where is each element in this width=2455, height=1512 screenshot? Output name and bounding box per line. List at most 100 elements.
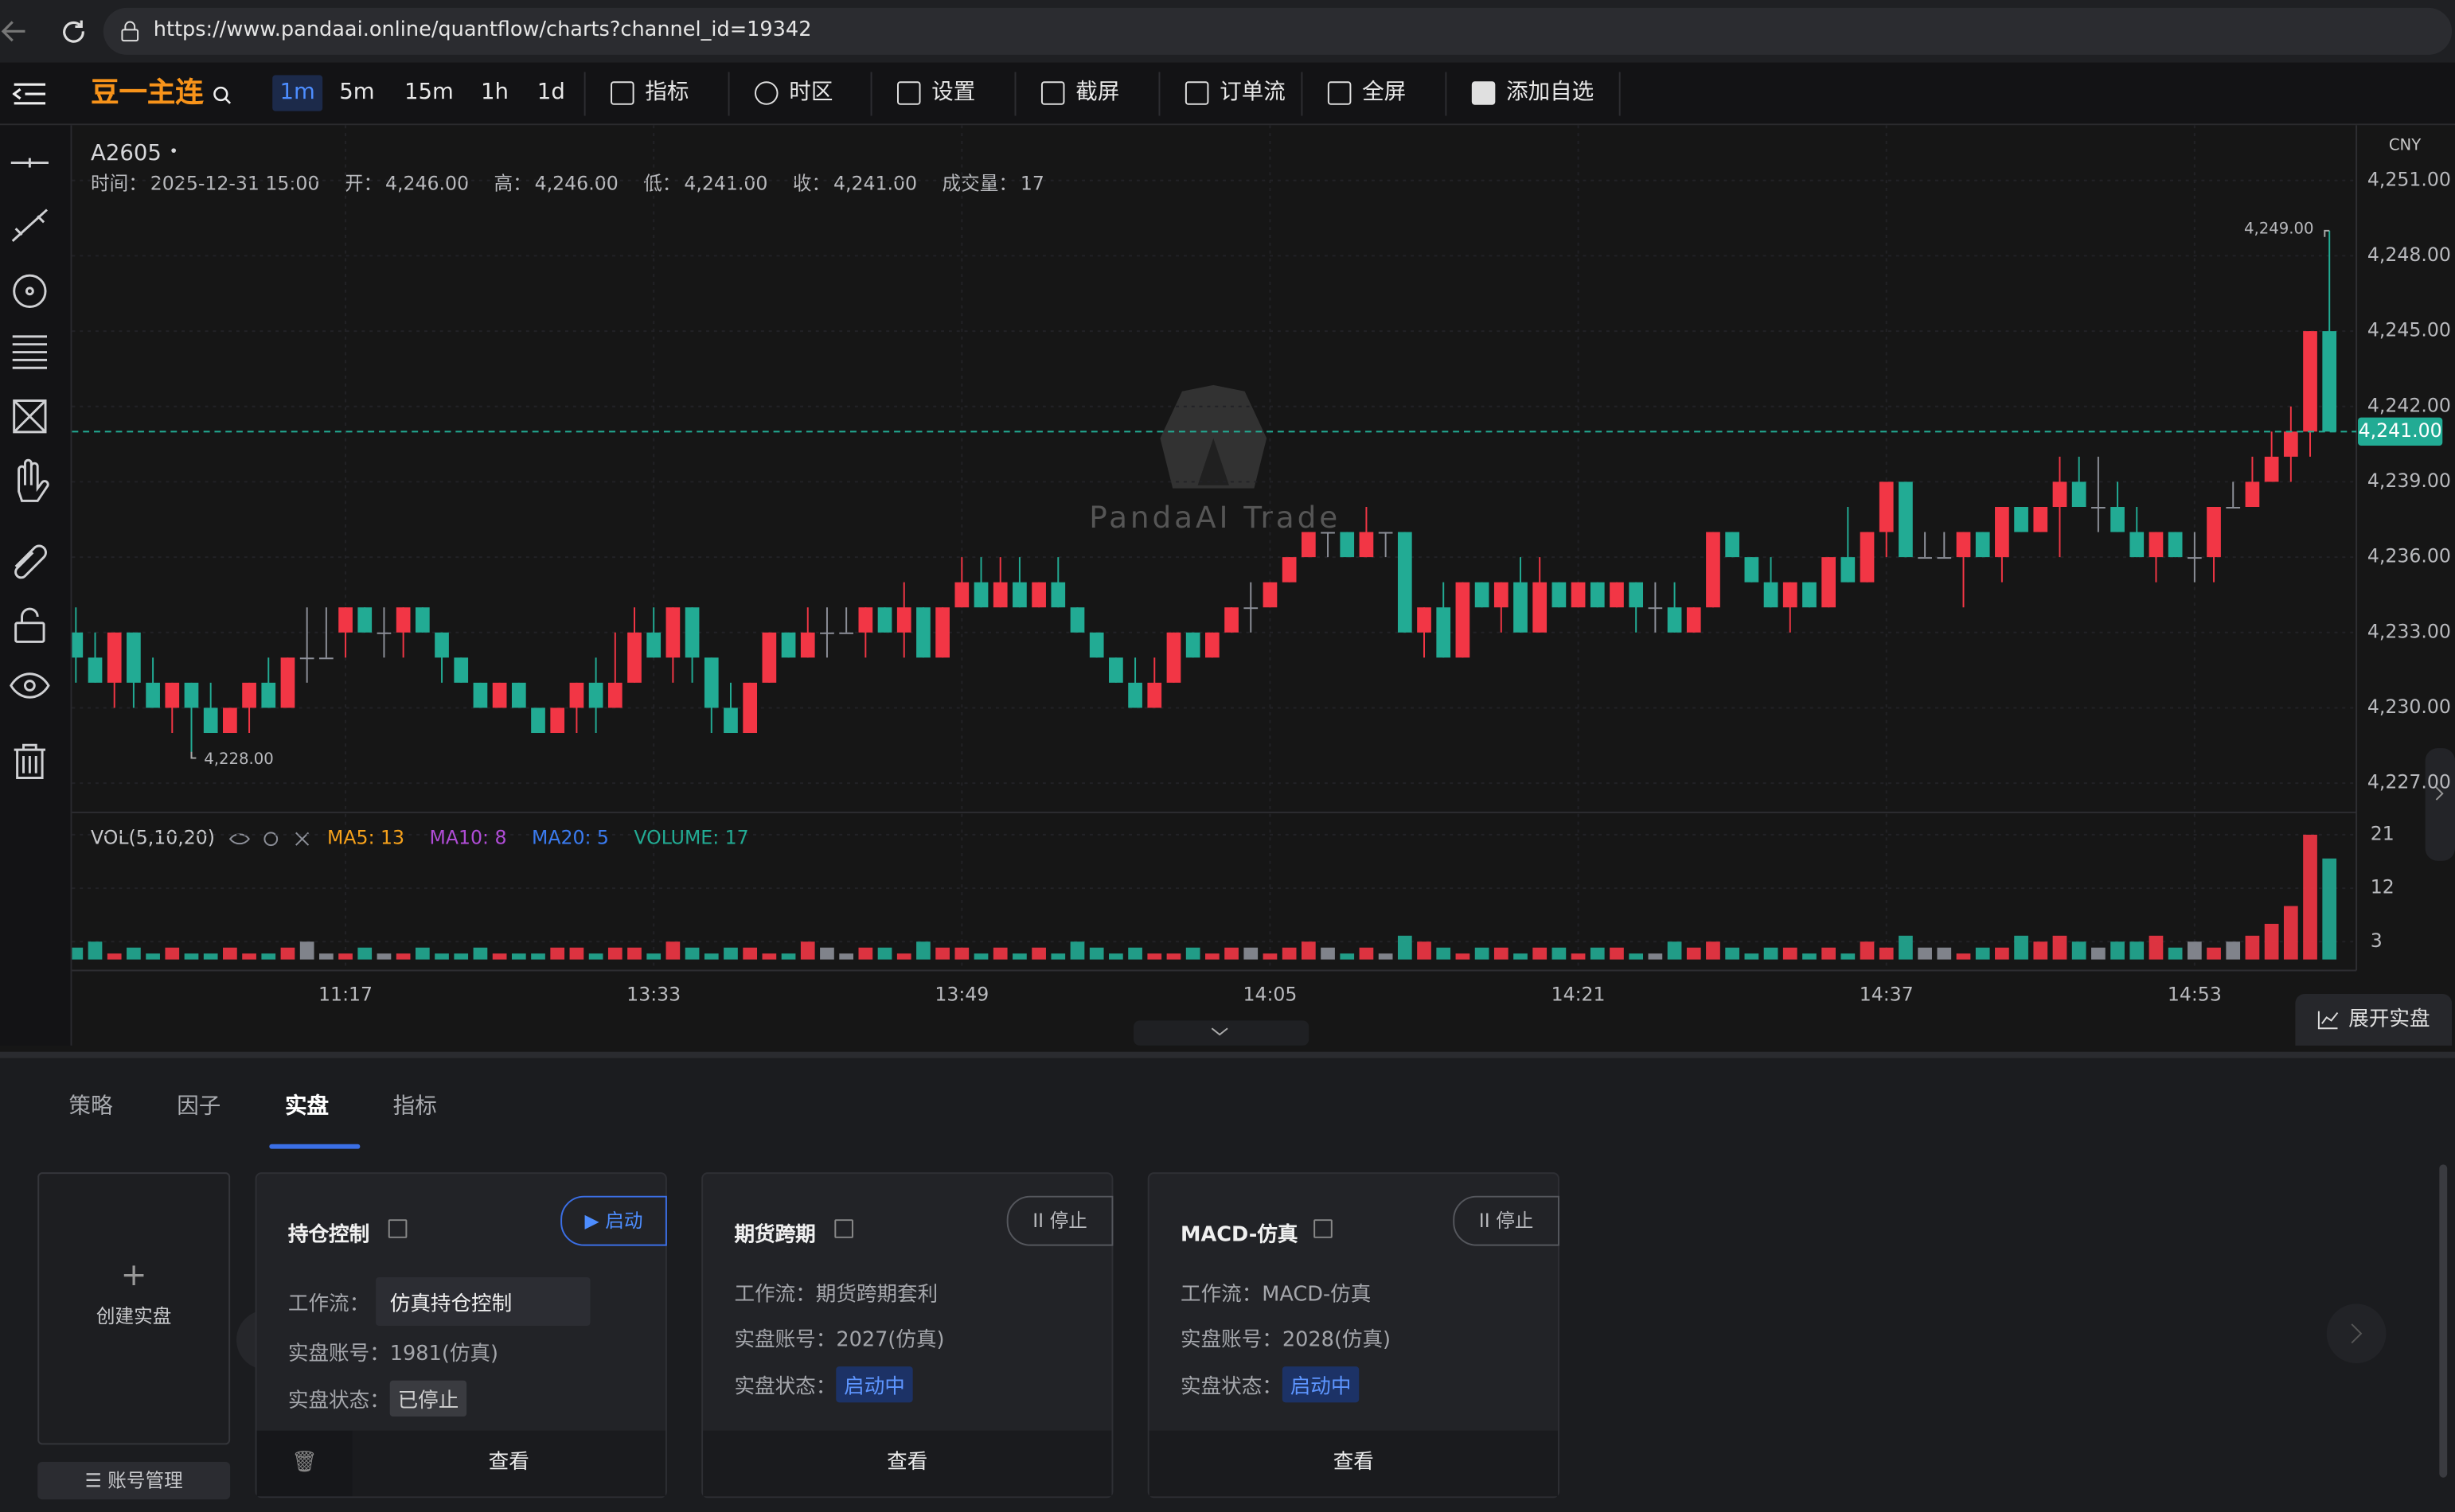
interval[interactable]: 1m <box>272 75 323 111</box>
volume-bar <box>1956 953 1971 960</box>
volume-bar <box>1243 947 1259 960</box>
candle-body <box>896 607 911 633</box>
info-value: 2025-12-31 15:00 <box>150 173 320 195</box>
volume-bar <box>1128 947 1142 960</box>
volume-bar <box>1532 947 1548 960</box>
tab[interactable]: 指标 <box>392 1093 437 1120</box>
url: https://www.pandaai.online/quantflow/cha… <box>153 18 812 43</box>
candle-body <box>2071 481 2086 508</box>
tab[interactable]: 策略 <box>68 1093 113 1120</box>
last-price-box <box>2358 417 2443 446</box>
candle-body <box>1802 582 1817 608</box>
toolbar-button[interactable]: 全屏 <box>1362 80 1407 105</box>
account-button[interactable]: ☰ 账号管理 <box>37 1462 231 1500</box>
volume-bar <box>1918 947 1932 960</box>
url-bar[interactable]: https://www.pandaai.online/quantflow/cha… <box>103 7 2453 55</box>
volume-bar <box>1263 953 1278 960</box>
right-handle[interactable] <box>2425 748 2455 861</box>
tool-icons <box>10 158 50 780</box>
volume-bar <box>1513 953 1528 960</box>
low-marker-line <box>190 751 197 759</box>
tab[interactable]: 因子 <box>177 1093 221 1120</box>
toolbar-button[interactable]: 时区 <box>789 80 833 105</box>
volume-bar <box>935 947 950 960</box>
expand-button[interactable]: 展开实盘 <box>2295 993 2453 1046</box>
toolbar-button[interactable]: 添加自选 <box>1506 80 1594 105</box>
candle-body <box>1301 532 1316 558</box>
button-icon <box>611 81 634 105</box>
card-row: 实盘账号：1981(仿真) <box>288 1337 498 1367</box>
volume-bar <box>1802 953 1817 960</box>
volume-bar <box>1166 953 1181 960</box>
y-tick-label: 4,239.00 <box>2367 470 2451 492</box>
candle-body <box>820 632 834 634</box>
symbol[interactable]: 豆一主连 <box>91 76 204 110</box>
create-card[interactable]: + 创建实盘 <box>37 1172 231 1445</box>
action-button[interactable]: II 停止 <box>1006 1195 1114 1246</box>
action-button[interactable]: II 停止 <box>1453 1195 1559 1246</box>
volume-bar <box>2071 941 2086 960</box>
search-icon[interactable] <box>213 86 232 105</box>
volume-bar <box>319 953 334 960</box>
volume-bar <box>1032 947 1046 960</box>
view-button[interactable]: 查看 <box>703 1430 1112 1497</box>
y-tick-label: 4,245.00 <box>2367 319 2451 341</box>
action-button[interactable]: ▶ 启动 <box>560 1195 667 1246</box>
volume-bar <box>1051 953 1066 960</box>
candle-body <box>1243 607 1259 610</box>
candle-body <box>1629 582 1644 608</box>
chart-title: A2605 <box>91 140 162 166</box>
volume-bar <box>2264 923 2279 960</box>
next-arrow[interactable] <box>2325 1302 2388 1365</box>
sep <box>870 72 872 116</box>
view-button[interactable]: 查看 <box>1149 1430 1559 1497</box>
interval[interactable]: 1d <box>537 80 565 105</box>
candle-body <box>1417 607 1431 633</box>
row-value: MACD-仿真 <box>1262 1283 1372 1307</box>
volume-bar <box>1109 953 1123 960</box>
interval[interactable]: 1h <box>481 80 509 105</box>
candle-body <box>357 607 373 633</box>
volume-tick-label: 12 <box>2371 876 2395 898</box>
volume-bar <box>1205 953 1220 960</box>
candle-body <box>762 632 777 683</box>
candle-body <box>1918 557 1932 559</box>
delete-button[interactable]: 🗑 <box>256 1430 353 1497</box>
interval[interactable]: 15m <box>404 80 454 105</box>
card-title: 期货跨期 <box>734 1224 816 1248</box>
candle-body <box>242 682 256 708</box>
candle-body <box>1744 557 1759 583</box>
edit-icon <box>388 1219 408 1238</box>
volume-bar <box>896 953 911 960</box>
sep <box>1158 72 1161 116</box>
candle-body <box>1840 557 1856 583</box>
candle-body <box>2091 507 2106 509</box>
candle-body <box>1879 481 1894 532</box>
candle-body <box>569 682 584 708</box>
candle-body <box>1455 582 1470 658</box>
candle-body <box>2187 557 2202 559</box>
sep <box>1618 72 1621 116</box>
tab-active[interactable]: 实盘 <box>284 1093 330 1120</box>
volume-bar <box>203 953 218 960</box>
toolbar-button[interactable]: 指标 <box>645 80 689 105</box>
menu-icon[interactable] <box>12 81 47 106</box>
button-icon <box>1471 81 1496 105</box>
candle-body <box>2014 507 2028 532</box>
toolbar-button[interactable]: 设置 <box>931 80 976 105</box>
candle-body <box>2168 532 2183 558</box>
row-label: 实盘状态： <box>734 1375 837 1400</box>
row-label: 实盘状态： <box>287 1389 390 1414</box>
interval[interactable]: 5m <box>339 80 375 105</box>
scrollbar[interactable] <box>2439 1164 2448 1478</box>
toolbar-button[interactable]: 订单流 <box>1220 80 1286 105</box>
y-tick-label: 4,233.00 <box>2367 620 2451 642</box>
toolbar-button[interactable]: 截屏 <box>1075 80 1120 105</box>
volume-bar <box>492 953 507 960</box>
candle-body <box>127 632 141 683</box>
card-row: 实盘账号：2027(仿真) <box>734 1323 944 1353</box>
volume-bar <box>184 953 199 960</box>
view-button[interactable]: 查看 <box>352 1430 665 1497</box>
candle-body <box>88 657 103 683</box>
